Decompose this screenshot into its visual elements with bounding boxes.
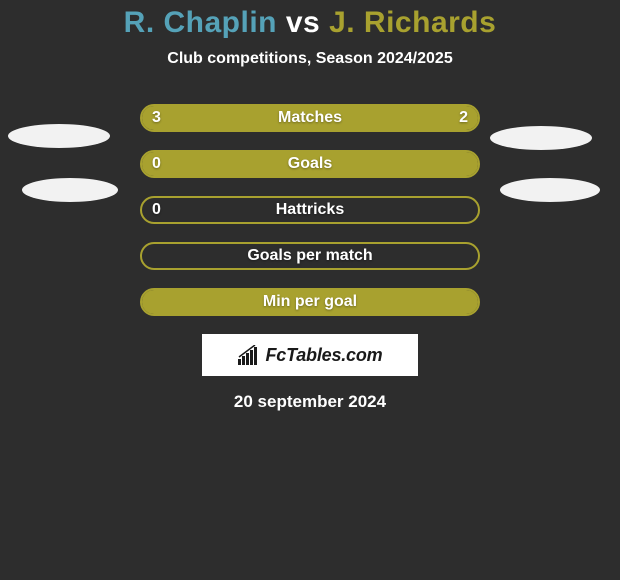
stat-bar-fill — [142, 290, 478, 314]
stat-row: Goals0 — [0, 150, 620, 178]
vs-separator: vs — [286, 6, 320, 39]
stat-bar — [140, 196, 480, 224]
stat-value-left: 0 — [152, 150, 161, 178]
stat-value-left: 0 — [152, 196, 161, 224]
subtitle: Club competitions, Season 2024/2025 — [0, 50, 620, 68]
decorative-ellipse — [22, 178, 118, 202]
decorative-ellipse — [8, 124, 110, 148]
logo: FcTables.com — [202, 334, 418, 376]
comparison-card: R. Chaplin vs J. Richards Club competiti… — [0, 0, 620, 412]
stat-bar — [140, 150, 480, 178]
stat-value-right: 2 — [459, 104, 468, 132]
page-title: R. Chaplin vs J. Richards — [0, 6, 620, 40]
stat-bar-fill — [142, 106, 478, 130]
stat-row: Goals per match — [0, 242, 620, 270]
stat-value-left: 3 — [152, 104, 161, 132]
logo-text: FcTables.com — [266, 345, 383, 366]
player1-name: R. Chaplin — [124, 6, 277, 39]
stat-bar — [140, 242, 480, 270]
decorative-ellipse — [500, 178, 600, 202]
stat-row: Min per goal — [0, 288, 620, 316]
stat-bar — [140, 288, 480, 316]
stat-bar — [140, 104, 480, 132]
chart-icon — [238, 345, 260, 365]
player2-name: J. Richards — [329, 6, 496, 39]
stat-bar-fill — [142, 152, 478, 176]
date-text: 20 september 2024 — [0, 392, 620, 412]
decorative-ellipse — [490, 126, 592, 150]
